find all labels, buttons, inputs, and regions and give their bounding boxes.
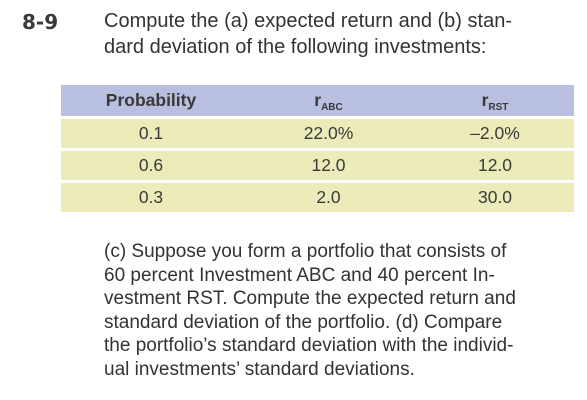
question-line: ual investments’ standard deviations.: [104, 358, 415, 380]
intro-line: dard deviation of the following investme…: [104, 36, 487, 58]
header-r-rst: rRST: [416, 85, 574, 119]
cell-rst: 30.0: [416, 180, 574, 212]
rst-subscript: RST: [488, 102, 509, 113]
intro-line: Compute the (a) expected return and (b) …: [104, 10, 512, 32]
question-line: 60 percent Investment ABC and 40 percent…: [104, 264, 495, 286]
table-row: 0.1 22.0% –2.0%: [61, 117, 574, 150]
r-symbol: r: [314, 90, 322, 110]
cell-probability: 0.6: [61, 148, 241, 182]
cell-probability: 0.3: [61, 180, 241, 212]
question-line: standard deviation of the portfolio. (d)…: [104, 311, 503, 333]
question-line: the portfolio’s standard deviation with …: [104, 335, 514, 356]
question-line: vestment RST. Compute the expected retur…: [104, 288, 516, 309]
cell-rst: –2.0%: [416, 117, 574, 150]
table-row: 0.6 12.0 12.0: [61, 148, 574, 182]
investment-table: Probability rABC rRST 0.1 22.0% –2.0% 0.…: [61, 85, 574, 212]
cell-abc: 2.0: [241, 180, 416, 212]
abc-subscript: ABC: [321, 102, 343, 113]
header-r-abc: rABC: [241, 85, 416, 119]
table-header-row: Probability rABC rRST: [61, 85, 574, 119]
problem-number: 8-9: [22, 10, 59, 34]
problem-question: (c) Suppose you form a portfolio that co…: [104, 240, 580, 381]
cell-abc: 22.0%: [241, 117, 416, 150]
cell-probability: 0.1: [61, 117, 241, 150]
question-line: (c) Suppose you form a portfolio that co…: [104, 241, 507, 262]
cell-abc: 12.0: [241, 148, 416, 182]
header-probability: Probability: [61, 85, 241, 119]
problem-intro: Compute the (a) expected return and (b) …: [104, 8, 574, 60]
r-symbol: r: [481, 90, 489, 110]
table-row: 0.3 2.0 30.0: [61, 180, 574, 212]
cell-rst: 12.0: [416, 148, 574, 182]
